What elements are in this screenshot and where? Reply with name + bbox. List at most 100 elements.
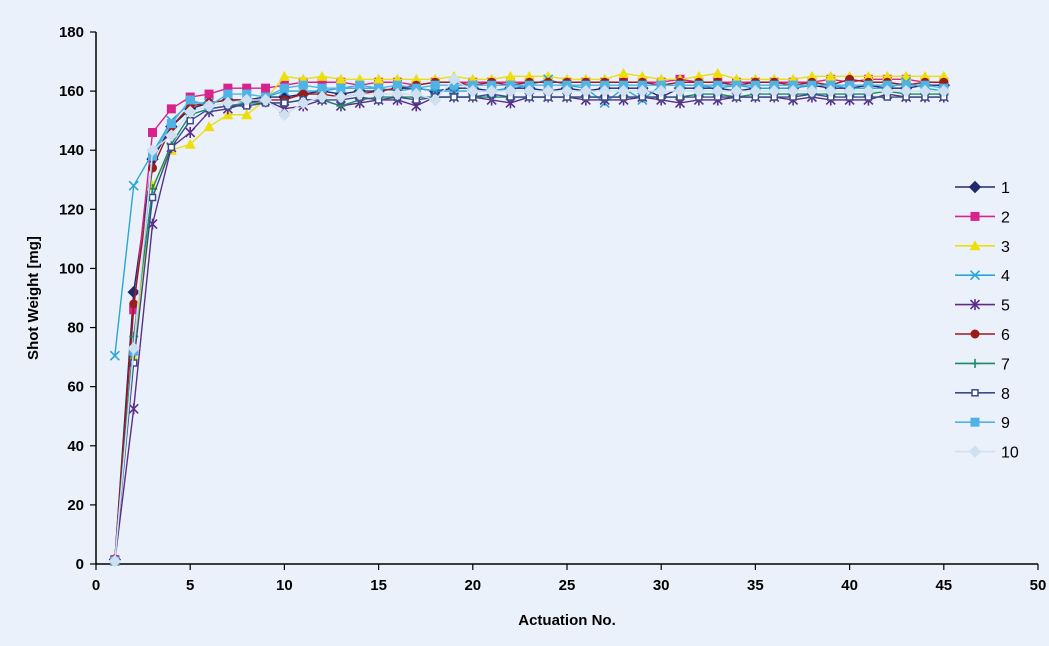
- series-5: [109, 88, 949, 567]
- data-point: [711, 84, 724, 98]
- legend-label: 4: [1001, 268, 1010, 285]
- data-point: [298, 80, 308, 90]
- series-group: [108, 67, 951, 568]
- data-point: [128, 180, 139, 191]
- data-point: [900, 70, 912, 81]
- data-point: [504, 84, 517, 98]
- legend-item-6: 6: [955, 327, 1010, 344]
- y-axis-title: Shot Weight [mg]: [25, 236, 42, 360]
- data-point: [355, 80, 365, 90]
- data-point: [392, 80, 402, 90]
- series-line-8: [114, 93, 944, 562]
- data-point: [242, 83, 252, 93]
- data-point: [127, 342, 140, 355]
- x-tick-label: 30: [653, 577, 670, 594]
- legend-label: 8: [1001, 386, 1010, 403]
- legend-marker: [968, 180, 982, 194]
- legend-item-4: 4: [955, 268, 1010, 285]
- data-point: [937, 84, 951, 98]
- data-point: [523, 84, 536, 98]
- data-point: [636, 70, 648, 81]
- legend-item-1: 1: [955, 180, 1010, 197]
- data-point: [541, 84, 555, 98]
- data-point: [146, 144, 159, 157]
- series-2: [110, 74, 949, 565]
- data-point: [280, 99, 289, 107]
- data-point: [183, 105, 197, 119]
- data-point: [353, 87, 366, 101]
- data-point: [712, 67, 724, 78]
- x-tick-label: 45: [935, 577, 952, 594]
- y-tick-label: 80: [67, 320, 84, 337]
- y-tick-label: 140: [59, 142, 84, 159]
- data-point: [938, 70, 950, 81]
- data-point: [261, 83, 271, 93]
- series-line-9: [114, 84, 944, 562]
- data-point: [410, 73, 422, 84]
- data-point: [654, 84, 668, 98]
- series-7: [110, 86, 949, 566]
- data-point: [618, 67, 630, 78]
- series-line-4: [114, 78, 944, 356]
- legend-label: 2: [1001, 209, 1010, 226]
- data-point: [881, 84, 894, 98]
- data-point: [899, 84, 913, 98]
- legend-item-9: 9: [955, 415, 1010, 432]
- x-axis-title: Actuation No.: [518, 612, 616, 629]
- legend-label: 5: [1001, 298, 1010, 315]
- legend-marker: [970, 358, 980, 368]
- data-point: [843, 84, 856, 98]
- x-tick-label: 0: [92, 577, 100, 594]
- data-point: [824, 84, 837, 98]
- y-tick-label: 40: [67, 438, 84, 455]
- data-point: [109, 350, 120, 361]
- data-point: [167, 143, 176, 152]
- legend-label: 6: [1001, 327, 1010, 344]
- data-point: [278, 108, 291, 121]
- data-point: [317, 83, 327, 93]
- data-point: [240, 93, 253, 107]
- data-point: [428, 93, 442, 107]
- data-point: [297, 96, 310, 110]
- legend-item-8: 8: [955, 386, 1010, 403]
- data-point: [749, 84, 762, 98]
- legend-marker: [970, 211, 980, 221]
- legend-marker: [969, 299, 981, 311]
- legend-label: 3: [1001, 239, 1010, 256]
- data-point: [542, 70, 554, 81]
- x-tick-label: 25: [559, 577, 576, 594]
- data-point: [806, 70, 818, 81]
- series-6: [110, 74, 949, 566]
- series-8: [111, 90, 948, 565]
- data-point: [202, 99, 216, 113]
- series-line-1: [114, 84, 944, 560]
- legend-marker: [968, 445, 982, 458]
- data-point: [881, 70, 893, 81]
- series-line-3: [114, 72, 944, 562]
- legend-marker: [971, 389, 979, 397]
- data-point: [673, 84, 687, 98]
- data-point: [204, 89, 214, 99]
- series-10: [108, 73, 951, 568]
- data-point: [391, 87, 404, 101]
- data-point: [410, 87, 423, 101]
- legend-label: 10: [1001, 445, 1019, 462]
- data-point: [862, 70, 874, 81]
- data-point: [127, 285, 140, 299]
- data-point: [768, 84, 781, 98]
- y-tick-label: 160: [59, 83, 84, 100]
- data-point: [259, 93, 272, 107]
- series-line-5: [114, 93, 944, 562]
- data-point: [504, 70, 516, 81]
- data-point: [223, 89, 233, 99]
- data-point: [278, 70, 290, 81]
- data-point: [919, 70, 931, 81]
- data-point: [485, 84, 498, 98]
- data-point: [316, 70, 328, 81]
- data-point: [129, 359, 138, 367]
- legend-marker: [970, 329, 980, 339]
- data-point: [450, 93, 458, 101]
